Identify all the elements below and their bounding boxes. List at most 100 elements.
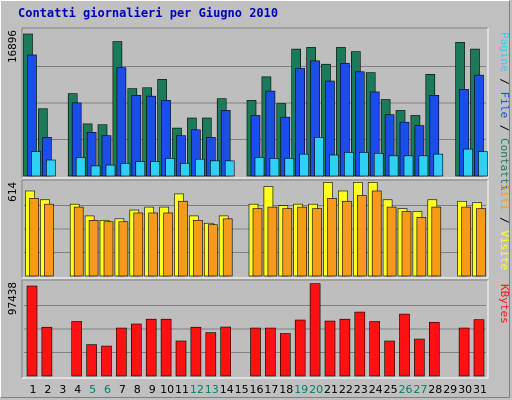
day-label: 2 xyxy=(44,383,51,396)
siti-bar xyxy=(133,212,144,277)
kbytes-bar xyxy=(41,326,53,377)
siti-bar xyxy=(476,208,486,277)
siti-bar xyxy=(29,198,39,277)
legend-part: Contatti xyxy=(498,138,511,191)
pagine-bar xyxy=(269,158,280,177)
kbytes-bar xyxy=(205,332,217,377)
day-label: 14 xyxy=(220,383,234,396)
pagine-bar xyxy=(344,152,354,177)
kbytes-bar xyxy=(458,327,470,377)
siti-bar xyxy=(312,208,322,277)
kbytes-bar xyxy=(309,283,321,377)
pagine-bar xyxy=(90,165,101,177)
pagine-bar xyxy=(433,153,444,177)
kbytes-bar xyxy=(101,345,112,377)
day-label: 19 xyxy=(294,383,308,396)
series-legend-label: Pagine / File / Contatti xyxy=(498,32,511,191)
day-label: 13 xyxy=(205,383,219,396)
pagine-bar xyxy=(373,153,384,177)
kbytes-bar xyxy=(86,344,97,377)
day-label: 7 xyxy=(119,383,126,396)
siti-bar xyxy=(297,206,308,277)
siti-bar xyxy=(386,206,397,277)
siti-bar xyxy=(222,218,233,277)
day-label: 31 xyxy=(473,383,487,396)
day-label: 5 xyxy=(89,383,96,396)
pagine-bar xyxy=(329,154,339,177)
pagine-bar xyxy=(31,151,41,177)
siti-bar xyxy=(148,212,158,277)
pagine-bar xyxy=(403,155,414,177)
pagine-bar xyxy=(418,155,429,177)
pagine-bar xyxy=(314,137,324,177)
siti-bar xyxy=(103,221,114,277)
siti-bar xyxy=(44,203,54,277)
pagine-bar xyxy=(105,164,116,177)
pagine-bar xyxy=(195,158,205,177)
pagine-bar xyxy=(358,152,369,177)
day-label: 4 xyxy=(74,383,81,396)
siti-bar xyxy=(88,219,99,277)
day-label: 28 xyxy=(428,383,442,396)
kbytes-bar xyxy=(190,326,202,377)
day-label: 15 xyxy=(235,383,249,396)
pagine-bar xyxy=(180,163,190,177)
kbytes-bar xyxy=(265,327,276,377)
kbytes-bar xyxy=(414,338,425,377)
legend-part: / xyxy=(498,72,511,92)
kbytes-bar xyxy=(384,340,395,377)
day-label: 27 xyxy=(413,383,427,396)
siti-bar xyxy=(73,206,84,277)
pagine-bar xyxy=(75,157,86,177)
pagine-bar xyxy=(478,151,488,177)
day-label: 30 xyxy=(458,383,472,396)
kbytes-bar xyxy=(473,319,485,377)
siti-bar xyxy=(118,221,129,277)
siti-bar xyxy=(252,208,263,277)
chart-title: Contatti giornalieri per Giugno 2010 xyxy=(18,6,279,20)
day-label: 8 xyxy=(134,383,141,396)
pagine-bar xyxy=(150,161,160,177)
kbytes-bar xyxy=(354,311,366,377)
legend-part: / xyxy=(498,118,511,138)
pagine-bar xyxy=(224,160,235,177)
pagine-bar xyxy=(210,160,220,177)
kbytes-bar xyxy=(339,318,351,377)
legend-part: / xyxy=(498,211,511,231)
day-label: 3 xyxy=(59,383,66,396)
legend-part: Siti xyxy=(498,184,511,211)
kbytes-bar xyxy=(294,319,306,377)
y-max-label: 614 xyxy=(6,182,19,202)
kbytes-bar xyxy=(428,321,440,377)
day-label: 10 xyxy=(160,383,174,396)
day-label: 24 xyxy=(369,383,383,396)
pagine-bar xyxy=(388,155,399,177)
day-label: 22 xyxy=(339,383,353,396)
series-legend-label: KBytes xyxy=(498,284,511,324)
kbytes-bar xyxy=(160,318,172,377)
pagine-bar xyxy=(299,153,310,177)
kbytes-bar xyxy=(145,318,157,377)
legend-part: KBytes xyxy=(498,284,511,324)
kbytes-bar xyxy=(399,313,410,377)
series-legend-label: Siti / Visite xyxy=(498,184,511,270)
kbytes-bar xyxy=(175,340,187,377)
kbytes-bar xyxy=(71,321,82,377)
day-label: 20 xyxy=(309,383,323,396)
kbytes-bar xyxy=(324,320,336,377)
siti-bar xyxy=(416,217,427,277)
kbytes-bar xyxy=(369,321,381,377)
day-label: 16 xyxy=(250,383,264,396)
y-max-label: 16896 xyxy=(6,30,19,63)
kbytes-bar xyxy=(26,285,38,377)
siti-bar xyxy=(342,200,352,277)
siti-bar xyxy=(178,200,188,277)
kbytes-bar xyxy=(116,327,127,377)
day-label: 1 xyxy=(30,383,37,396)
pagine-bar xyxy=(254,157,265,177)
kbytes-bar xyxy=(279,333,291,377)
pagine-bar xyxy=(284,158,295,177)
siti-bar xyxy=(327,198,337,277)
siti-bar xyxy=(282,208,293,277)
